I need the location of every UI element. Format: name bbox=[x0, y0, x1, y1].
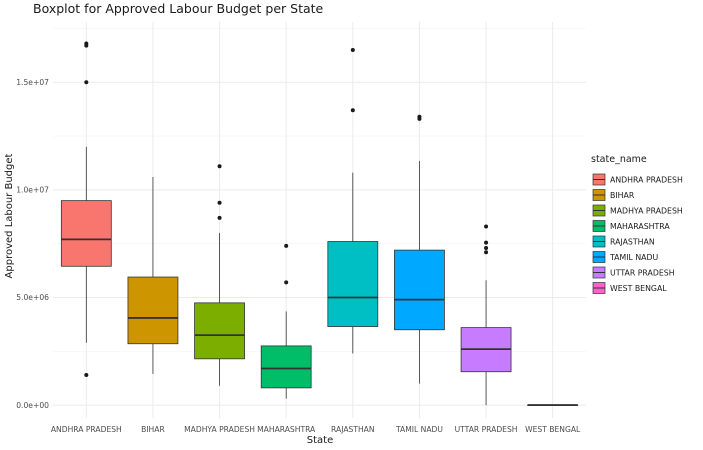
legend-label: RAJASTHAN bbox=[610, 238, 655, 247]
legend-label: WEST BENGAL bbox=[610, 284, 667, 293]
x-tick-label: MADHYA PRADESH bbox=[184, 425, 255, 434]
outlier-point bbox=[217, 200, 222, 205]
y-tick-label: 0.0e+00 bbox=[16, 401, 49, 410]
box-rect bbox=[60, 200, 112, 267]
legend-label: TAMIL NADU bbox=[609, 253, 659, 262]
legend-label: UTTAR PRADESH bbox=[610, 269, 675, 278]
legend-item: BIHAR bbox=[592, 188, 635, 202]
box-uttar-pradesh bbox=[460, 224, 512, 406]
x-axis-title: State bbox=[307, 435, 333, 446]
legend-label: BIHAR bbox=[610, 191, 635, 200]
legend-item: TAMIL NADU bbox=[592, 250, 659, 264]
box-rect bbox=[327, 241, 379, 327]
box-bihar bbox=[127, 176, 179, 374]
legend-label: ANDHRA PRADESH bbox=[610, 176, 683, 185]
x-tick-label: MAHARASHTRA bbox=[257, 425, 316, 434]
legend-item: WEST BENGAL bbox=[592, 281, 667, 295]
outlier-point bbox=[84, 80, 89, 85]
y-tick-label: 1.0e+07 bbox=[16, 186, 49, 195]
outlier-point bbox=[484, 250, 489, 255]
y-axis-ticks: 0.0e+00 5.0e+06 1.0e+07 1.5e+07 bbox=[16, 78, 49, 410]
chart-title: Boxplot for Approved Labour Budget per S… bbox=[33, 1, 324, 16]
outlier-point bbox=[217, 215, 222, 220]
outlier-point bbox=[417, 114, 422, 119]
box-rect bbox=[260, 345, 312, 389]
outlier-point bbox=[484, 245, 489, 250]
x-tick-label: WEST BENGAL bbox=[525, 425, 581, 434]
outlier-point bbox=[84, 372, 89, 377]
outlier-point bbox=[350, 108, 355, 113]
legend-label: MADHYA PRADESH bbox=[610, 207, 683, 216]
legend-item: RAJASTHAN bbox=[592, 235, 655, 248]
legend-item: MADHYA PRADESH bbox=[592, 204, 683, 217]
x-tick-label: ANDHRA PRADESH bbox=[51, 425, 122, 434]
outlier-point bbox=[217, 164, 222, 169]
x-axis-ticks: ANDHRA PRADESH BIHAR MADHYA PRADESH MAHARAS… bbox=[51, 425, 581, 434]
legend-title: state_name bbox=[591, 154, 647, 165]
box-rect bbox=[194, 302, 245, 360]
box-madhya-pradesh bbox=[194, 164, 245, 386]
outlier-point bbox=[284, 280, 289, 285]
y-tick-label: 5.0e+06 bbox=[16, 293, 49, 302]
y-tick-label: 1.5e+07 bbox=[16, 78, 49, 87]
box-west-bengal bbox=[527, 404, 579, 406]
x-tick-label: RAJASTHAN bbox=[331, 425, 375, 434]
legend-item: MAHARASHTRA bbox=[592, 219, 670, 233]
x-tick-label: UTTAR PRADESH bbox=[455, 425, 518, 434]
outlier-point bbox=[484, 240, 489, 245]
legend: state_name ANDHRA PRADESH BIHAR MADHYA PRA… bbox=[591, 154, 683, 295]
outlier-point bbox=[84, 41, 89, 46]
legend-items: ANDHRA PRADESH BIHAR MADHYA PRADESH MAHARAS… bbox=[592, 173, 683, 295]
box-tamil-nadu bbox=[394, 114, 445, 384]
legend-label: MAHARASHTRA bbox=[610, 222, 670, 231]
box-rect bbox=[394, 249, 445, 331]
box-rect bbox=[127, 276, 179, 345]
box-rajasthan bbox=[327, 47, 379, 354]
outlier-point bbox=[284, 243, 289, 248]
outlier-point bbox=[484, 224, 489, 229]
x-tick-label: BIHAR bbox=[141, 425, 165, 434]
outlier-point bbox=[350, 47, 355, 52]
legend-item: ANDHRA PRADESH bbox=[592, 173, 683, 186]
y-axis-title: Approved Labour Budget bbox=[4, 153, 15, 278]
legend-item: UTTAR PRADESH bbox=[592, 266, 675, 279]
boxes-layer bbox=[60, 41, 579, 406]
box-maharashtra bbox=[260, 243, 312, 399]
box-andhra-pradesh bbox=[60, 41, 112, 377]
x-tick-label: TAMIL NADU bbox=[395, 425, 443, 434]
